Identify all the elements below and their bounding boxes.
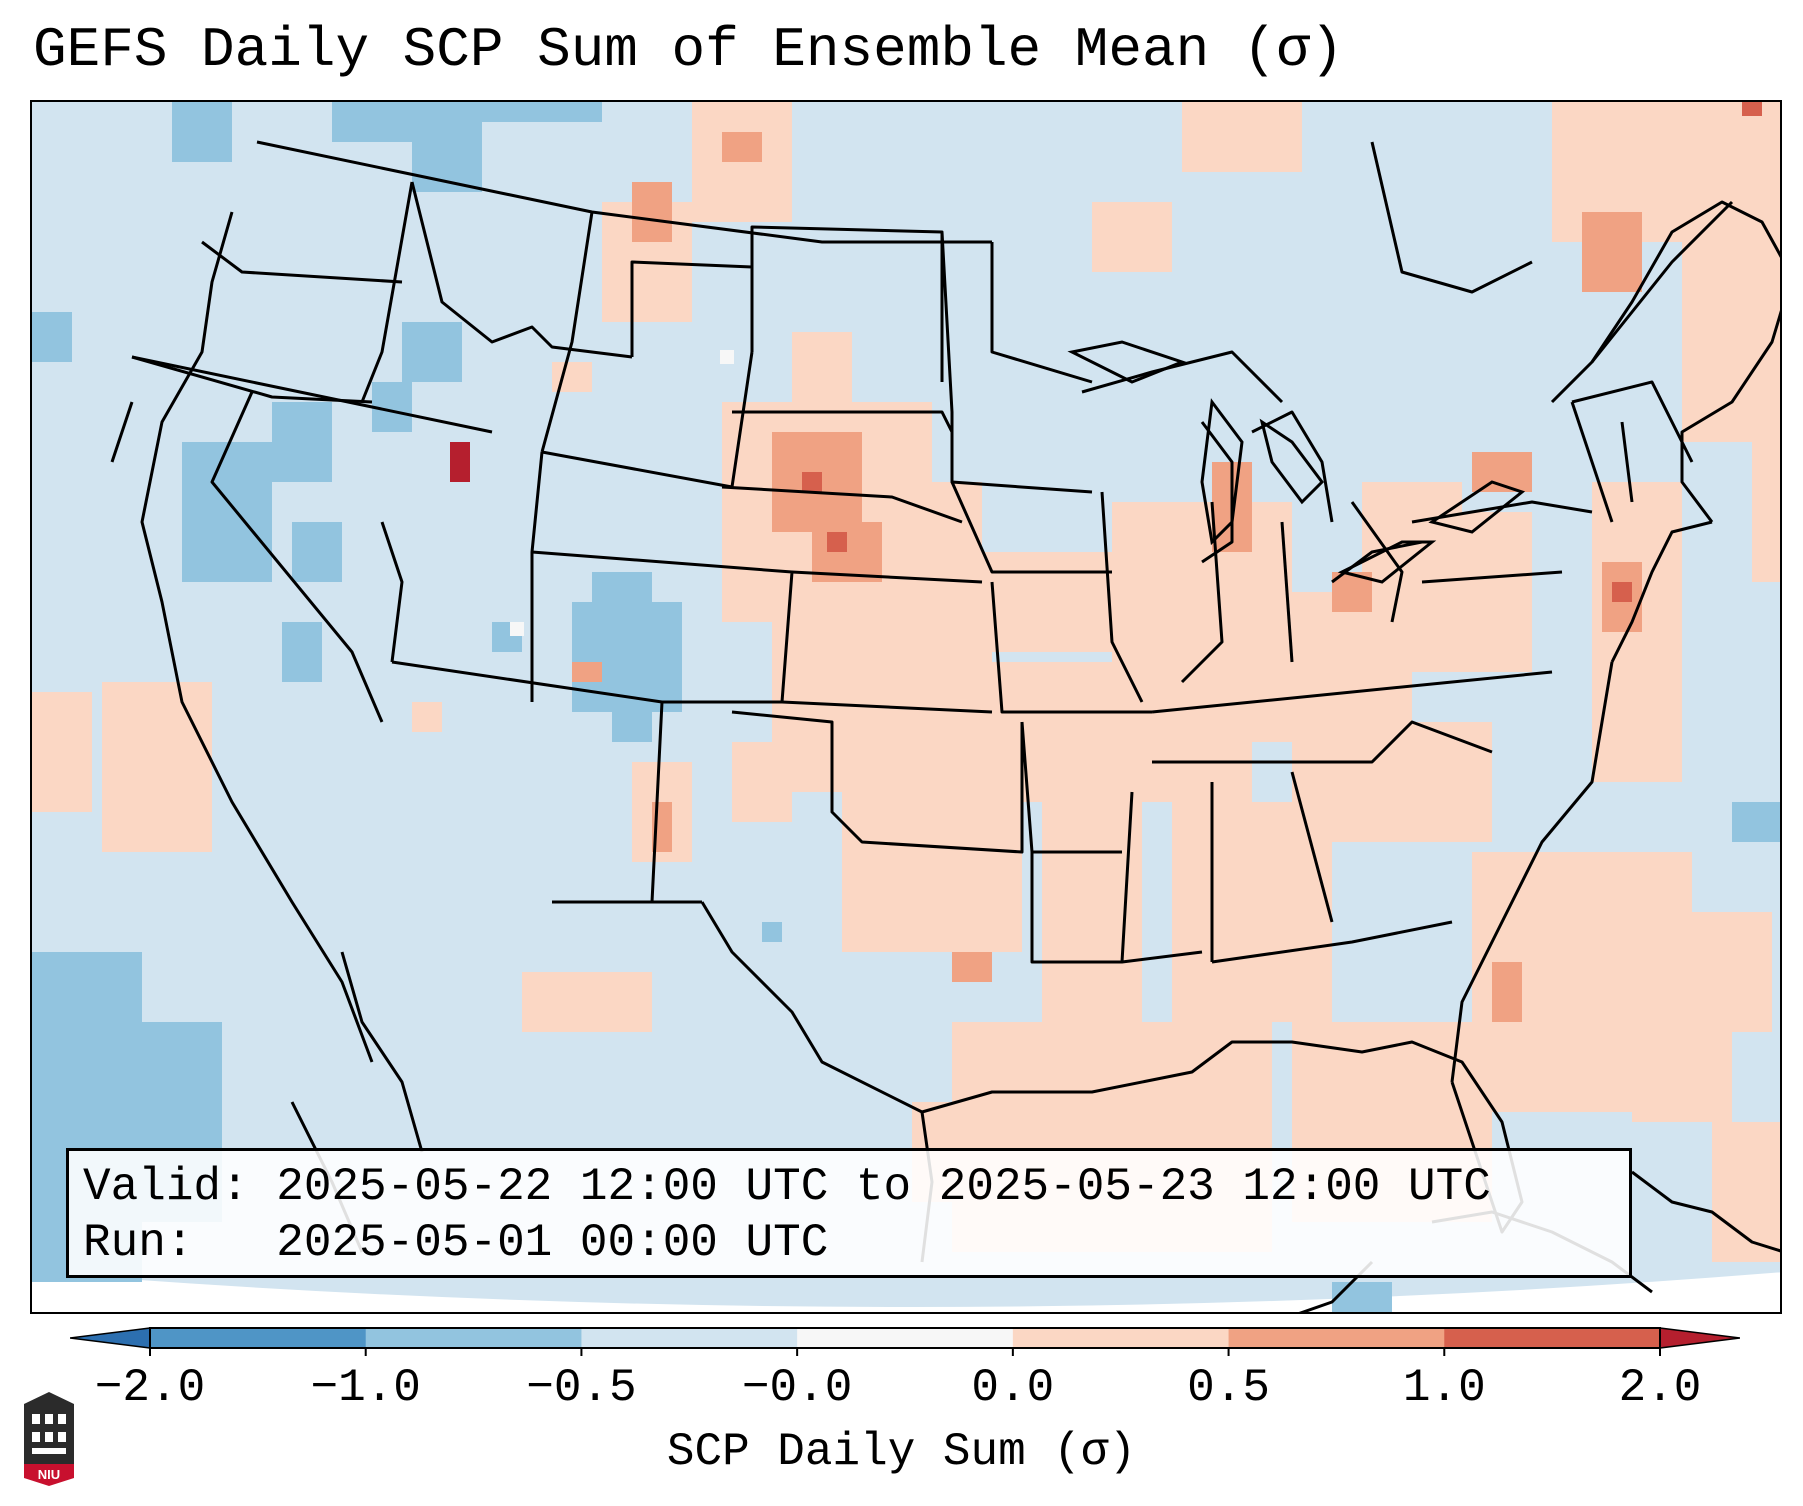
colorbar-tick-label: 1.0 [1402, 1362, 1486, 1414]
colorbar-segment [1444, 1328, 1661, 1348]
colorbar-segment [150, 1328, 367, 1348]
colorbar-under-triangle [70, 1327, 151, 1349]
state-boundaries [110, 140, 1734, 1114]
colorbar-outline [149, 1327, 1661, 1349]
run-time-line: Run: 2025-05-01 00:00 UTC [83, 1217, 829, 1269]
colorbar-tick-label: 0.0 [971, 1362, 1055, 1414]
strong-positive-cells [802, 102, 1762, 602]
validity-info-box: Valid: 2025-05-22 12:00 UTC to 2025-05-2… [66, 1148, 1632, 1278]
colorbar-over-triangle [1659, 1327, 1740, 1349]
great-lakes [1067, 340, 1526, 584]
map-canvas [32, 102, 1780, 1312]
colorbar-segment [365, 1328, 582, 1348]
colorbar-tick-label: −0.0 [741, 1362, 853, 1414]
logo-text: NIU [38, 1467, 60, 1482]
valid-time-line: Valid: 2025-05-22 12:00 UTC to 2025-05-2… [83, 1161, 1491, 1213]
colorbar-tick-label: 2.0 [1618, 1362, 1702, 1414]
colorbar-segment [581, 1328, 798, 1348]
niu-logo: NIU [24, 1392, 74, 1486]
map-panel [30, 100, 1782, 1314]
colorbar-segment [1228, 1328, 1445, 1348]
colorbar-tick-label: −1.0 [310, 1362, 421, 1414]
colorbar-label: SCP Daily Sum (σ) [666, 1426, 1137, 1478]
colorbar-tick-label: −0.5 [526, 1362, 637, 1414]
colorbar-tick-label: −2.0 [94, 1362, 206, 1414]
colorbar-segment [797, 1328, 1014, 1348]
extreme-positive-cells [450, 442, 470, 482]
colorbar-tick-label: 0.5 [1187, 1362, 1270, 1414]
neutral-cells [510, 350, 734, 636]
colorbar-segment [1012, 1328, 1230, 1348]
chart-title: GEFS Daily SCP Sum of Ensemble Mean (σ) [33, 18, 1344, 82]
colorbar [70, 1327, 1740, 1356]
negative-anomaly-regions [32, 102, 1780, 1312]
